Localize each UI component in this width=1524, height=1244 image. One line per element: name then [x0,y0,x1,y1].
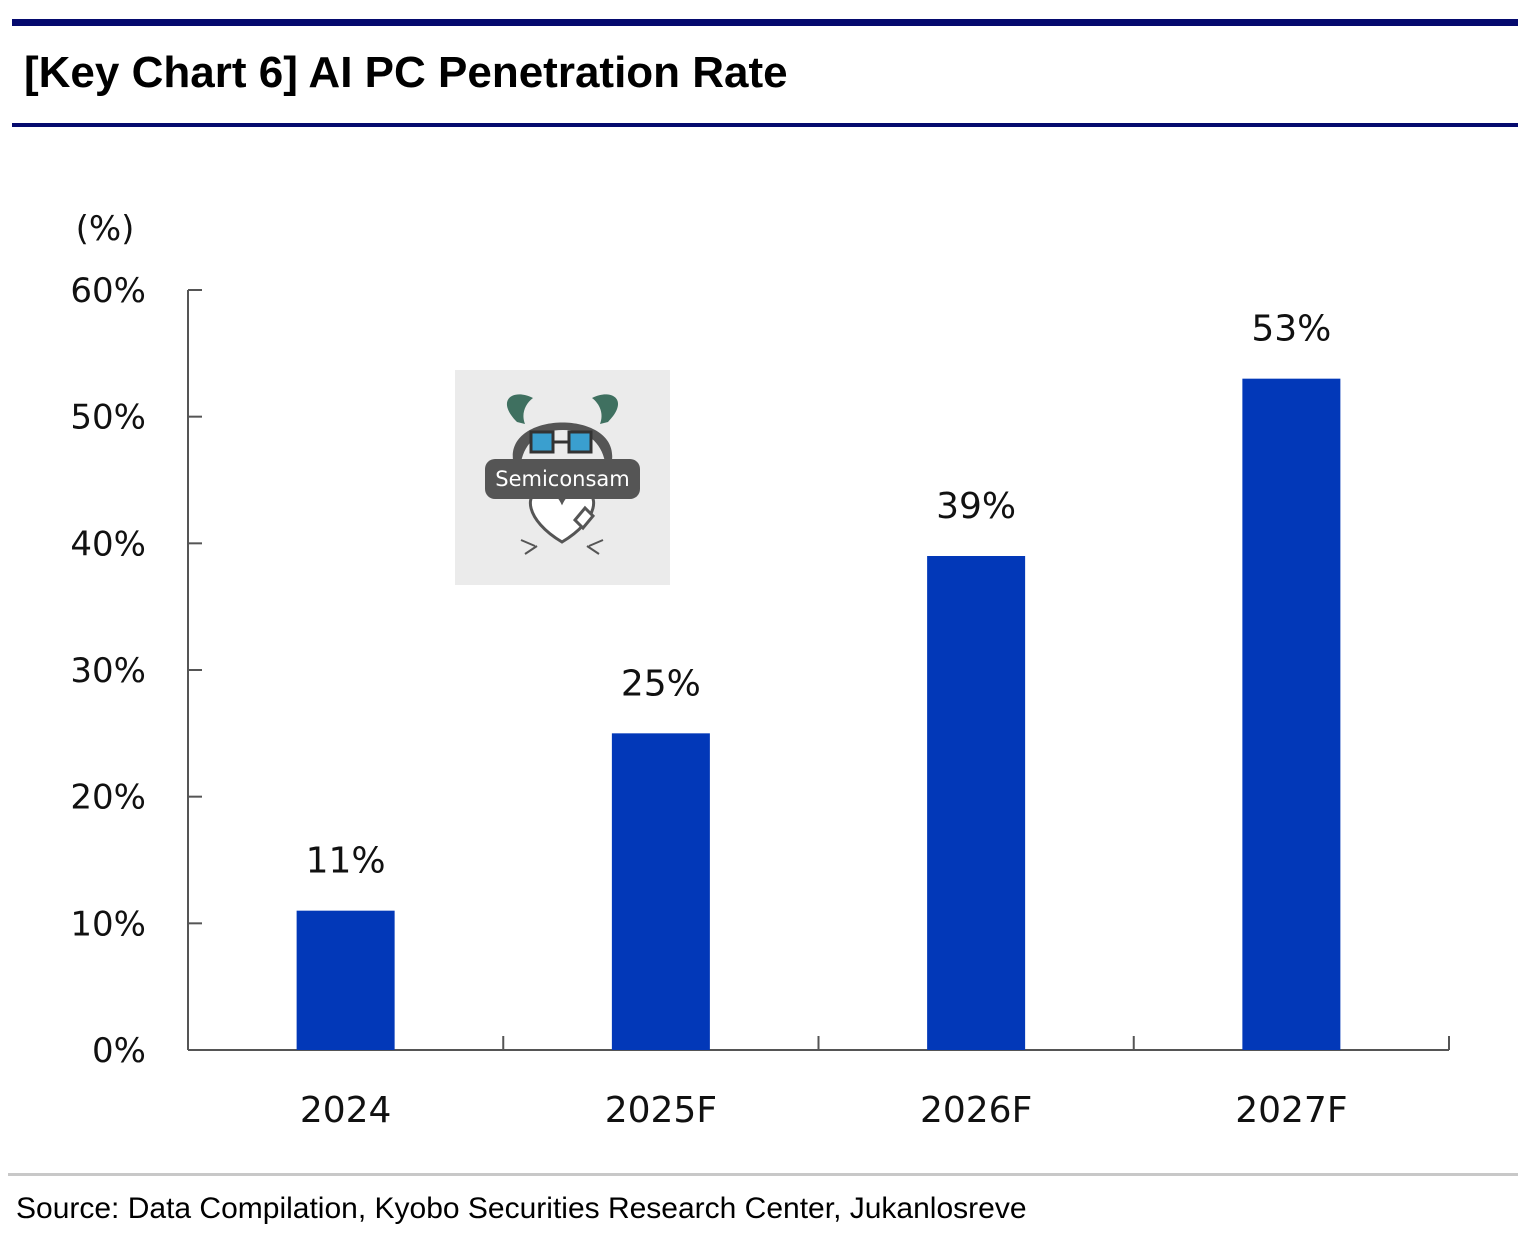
data-label: 39% [936,486,1016,527]
bar-chart: (%) 0% 10% 20% 30% 40% 50% 60% 11% 2024 25% 2025F 39… [70,209,1450,1131]
y-tick-label: 40% [70,524,146,564]
y-unit-label: (%) [76,209,135,249]
bar-2026f [927,556,1026,1050]
chart-title: [Key Chart 6] AI PC Penetration Rate [24,48,788,97]
labels: (%) 0% 10% 20% 30% 40% 50% 60% 11% 2024 25% 2025F 39… [70,209,1347,1131]
y-tick-label: 60% [70,271,146,311]
semiconsam-mascot-icon [506,394,619,555]
data-label: 25% [621,663,701,704]
bar-2024 [296,910,395,1050]
x-tick-label: 2024 [300,1090,392,1131]
watermark-logo: Semiconsam [455,370,670,585]
data-label: 11% [306,841,386,882]
watermark-label: Semiconsam [485,459,640,499]
y-tick-label: 50% [70,398,146,438]
bar-2025f [611,733,710,1050]
y-tick-label: 30% [70,651,146,691]
x-tick-label: 2025F [605,1090,717,1131]
data-label: 53% [1251,309,1331,350]
source-divider [8,1173,1518,1176]
bars [296,378,1341,1051]
axes [187,289,1450,1051]
source-note: Source: Data Compilation, Kyobo Securiti… [16,1192,1027,1225]
title-top-rule [12,19,1518,26]
y-tick-label: 0% [92,1031,146,1071]
bar-2027f [1242,378,1341,1051]
x-tick-label: 2027F [1235,1090,1347,1131]
y-tick-label: 10% [70,904,146,944]
y-tick-label: 20% [70,778,146,818]
title-bottom-rule [12,123,1518,127]
x-tick-label: 2026F [920,1090,1032,1131]
